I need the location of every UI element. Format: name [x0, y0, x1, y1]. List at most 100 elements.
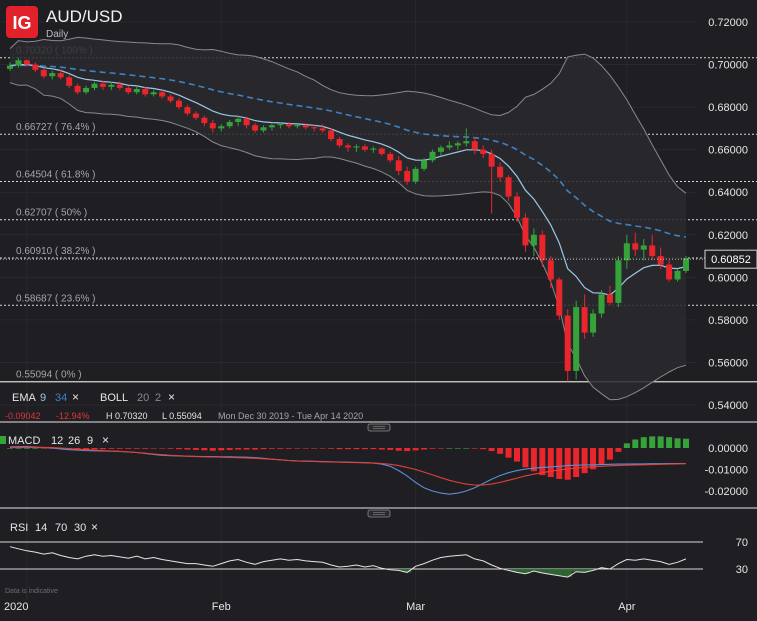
candle-body[interactable]	[522, 217, 529, 246]
candle-body[interactable]	[345, 145, 351, 148]
candle[interactable]	[632, 232, 639, 257]
candle[interactable]	[480, 145, 487, 159]
ema-legend[interactable]: EMA 9 34 ×	[12, 390, 79, 404]
candle-body[interactable]	[167, 96, 174, 101]
candle-body[interactable]	[429, 151, 436, 161]
candle-body[interactable]	[235, 118, 242, 123]
candle[interactable]	[598, 290, 605, 318]
candle[interactable]	[361, 144, 368, 152]
candle-body[interactable]	[260, 127, 267, 131]
candle-body[interactable]	[142, 89, 149, 95]
candle[interactable]	[302, 123, 309, 130]
candle[interactable]	[404, 166, 411, 185]
resize-handle[interactable]	[367, 423, 391, 432]
candle-body[interactable]	[192, 113, 199, 118]
candle-body[interactable]	[615, 260, 622, 303]
candle[interactable]	[201, 115, 208, 127]
rsi-close-icon[interactable]: ×	[91, 520, 98, 534]
candle-body[interactable]	[184, 107, 191, 114]
candle[interactable]	[125, 85, 132, 95]
candle[interactable]	[623, 234, 630, 269]
candle-body[interactable]	[683, 258, 689, 271]
candle-body[interactable]	[133, 89, 140, 93]
candle-body[interactable]	[547, 260, 554, 280]
candle-body[interactable]	[311, 127, 318, 129]
candle-body[interactable]	[91, 83, 98, 88]
candle[interactable]	[311, 125, 318, 132]
candle[interactable]	[454, 141, 461, 150]
candle-body[interactable]	[404, 170, 411, 182]
candle-body[interactable]	[471, 141, 478, 150]
candle-body[interactable]	[108, 84, 115, 87]
candle[interactable]	[615, 256, 622, 308]
candle-body[interactable]	[15, 60, 22, 66]
candle-body[interactable]	[564, 315, 571, 371]
candle[interactable]	[260, 125, 267, 133]
candle-body[interactable]	[23, 60, 30, 65]
candle-body[interactable]	[218, 126, 225, 129]
candle[interactable]	[437, 145, 444, 157]
candle-body[interactable]	[530, 234, 537, 246]
resize-handle[interactable]	[367, 509, 391, 518]
candle[interactable]	[370, 146, 377, 153]
candle-body[interactable]	[657, 256, 664, 265]
candle-body[interactable]	[590, 313, 597, 333]
candle-body[interactable]	[370, 148, 377, 150]
candle-body[interactable]	[277, 124, 284, 126]
candle[interactable]	[649, 234, 656, 261]
candle-body[interactable]	[623, 243, 630, 261]
candle[interactable]	[133, 85, 140, 95]
candle[interactable]	[150, 90, 157, 97]
candle-body[interactable]	[302, 125, 309, 128]
candle[interactable]	[683, 256, 689, 274]
candle[interactable]	[530, 228, 537, 257]
candle[interactable]	[40, 67, 47, 79]
candle[interactable]	[421, 158, 428, 171]
candle[interactable]	[522, 213, 529, 252]
candle[interactable]	[91, 81, 98, 91]
candle[interactable]	[15, 57, 22, 68]
candle-body[interactable]	[116, 84, 123, 88]
candle[interactable]	[564, 309, 571, 382]
candle[interactable]	[319, 124, 326, 133]
candle-body[interactable]	[649, 245, 656, 257]
candle[interactable]	[640, 239, 647, 261]
candle-body[interactable]	[674, 270, 681, 280]
candle-body[interactable]	[395, 160, 402, 171]
candle-body[interactable]	[176, 100, 182, 108]
candle[interactable]	[657, 247, 664, 269]
candle[interactable]	[252, 123, 259, 133]
candle-body[interactable]	[488, 153, 495, 167]
candle[interactable]	[192, 111, 199, 120]
candle[interactable]	[514, 192, 520, 223]
candle-body[interactable]	[573, 307, 580, 371]
candle-body[interactable]	[66, 77, 73, 86]
candle-body[interactable]	[328, 130, 335, 140]
candle-body[interactable]	[40, 69, 47, 77]
candle-body[interactable]	[412, 168, 419, 182]
candle-body[interactable]	[319, 128, 326, 131]
candle-body[interactable]	[514, 196, 520, 218]
candle-body[interactable]	[49, 73, 56, 77]
candle-body[interactable]	[243, 118, 250, 126]
candle-body[interactable]	[666, 264, 673, 280]
candle-body[interactable]	[421, 160, 428, 169]
candle-body[interactable]	[480, 149, 487, 154]
candle[interactable]	[336, 136, 343, 148]
candle[interactable]	[7, 62, 13, 71]
candle-body[interactable]	[539, 234, 546, 261]
candle-body[interactable]	[74, 85, 81, 93]
candle-body[interactable]	[606, 294, 613, 303]
candle[interactable]	[184, 104, 191, 116]
pane-resize-handle-rsi[interactable]	[367, 509, 391, 518]
candle[interactable]	[209, 119, 216, 133]
candle-body[interactable]	[353, 146, 360, 148]
candle[interactable]	[674, 268, 681, 282]
candle[interactable]	[488, 149, 495, 214]
candle[interactable]	[108, 81, 115, 91]
candle[interactable]	[167, 94, 174, 103]
candle-body[interactable]	[150, 92, 157, 95]
candle[interactable]	[539, 230, 546, 267]
candle[interactable]	[268, 124, 275, 131]
candle-body[interactable]	[226, 122, 233, 127]
